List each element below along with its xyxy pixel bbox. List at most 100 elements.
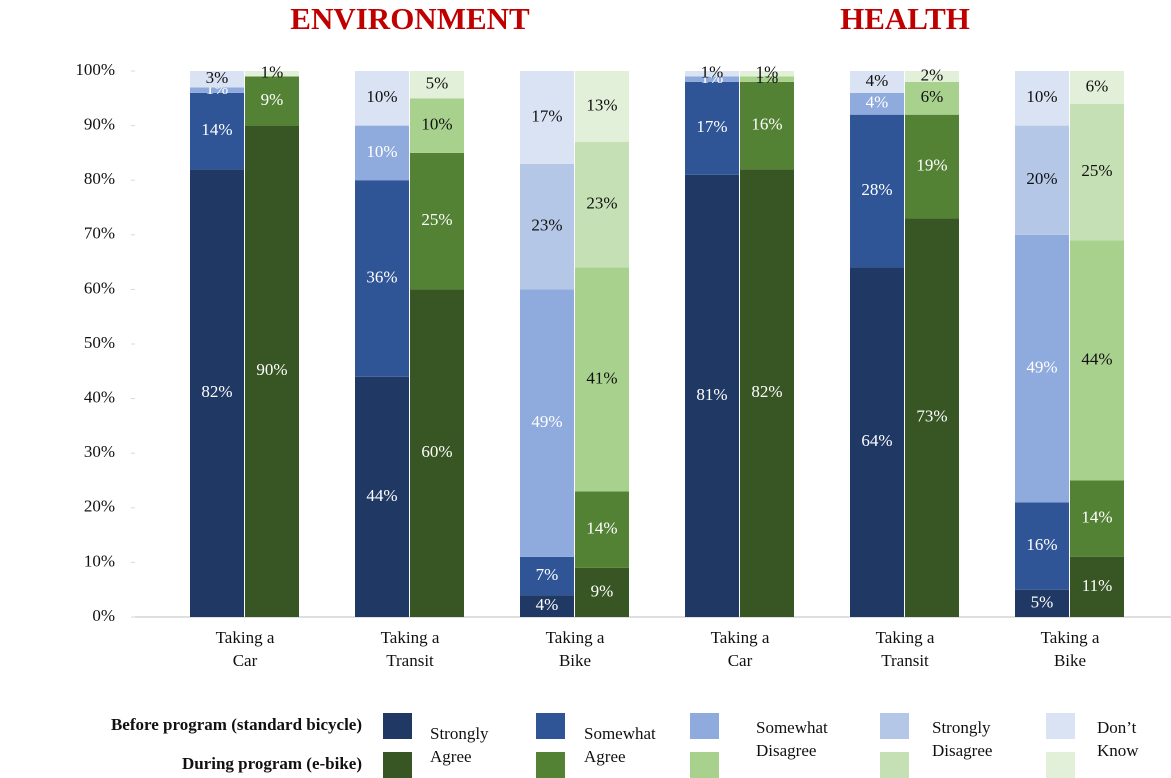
bar-segment (410, 289, 464, 617)
bar-segment (410, 98, 464, 153)
value-label: 6% (921, 87, 944, 106)
value-label: 73% (916, 407, 947, 426)
bar-segment (740, 169, 794, 617)
bar-segment (850, 114, 904, 268)
x-tick-label: Taking a Transit (875, 628, 935, 670)
value-label: 10% (1026, 87, 1057, 106)
value-label: 4% (866, 71, 889, 90)
legend-swatch (536, 713, 565, 739)
bar-segment (1015, 71, 1069, 126)
value-label: 2% (921, 65, 944, 84)
legend-row-label: Before program (standard bicycle) (111, 715, 362, 734)
value-label: 9% (591, 581, 614, 600)
value-label: 13% (586, 95, 617, 114)
value-label: 1% (701, 63, 724, 82)
legend-swatch (690, 752, 719, 778)
bar-segment (355, 180, 409, 377)
x-tick-label: Taking a Bike (1040, 628, 1100, 670)
bar-segment (905, 114, 959, 219)
bar-segment (850, 71, 904, 93)
legend-label: Don’t Know (1097, 718, 1139, 760)
value-label: 23% (531, 216, 562, 235)
bar-segment (905, 71, 959, 82)
value-label: 82% (201, 382, 232, 401)
legend-swatch (880, 713, 909, 739)
value-label: 25% (421, 210, 452, 229)
value-label: 44% (1081, 349, 1112, 368)
bar-segment (740, 76, 794, 82)
legend-swatch (880, 752, 909, 778)
value-label: 14% (201, 120, 232, 139)
bar-segment (575, 141, 629, 268)
bar-segment (190, 169, 244, 617)
bar-segment (190, 71, 244, 88)
value-label: 16% (1026, 535, 1057, 554)
y-tick-label: 50% (84, 333, 115, 352)
value-label: 14% (1081, 508, 1112, 527)
legend-swatch (383, 752, 412, 778)
legend-swatch (383, 713, 412, 739)
bar-segment (905, 81, 959, 115)
bar-segment (685, 76, 739, 82)
y-tick-label: 90% (84, 115, 115, 134)
bar-segment (355, 71, 409, 126)
bar-segment (1070, 240, 1124, 481)
y-tick-label: 30% (84, 442, 115, 461)
panel-title: HEALTH (840, 1, 970, 36)
bar-segment (575, 71, 629, 142)
bar-segment (740, 71, 794, 77)
legend-label: Strongly Disagree (932, 718, 993, 760)
y-tick-label: 20% (84, 497, 115, 516)
value-label: 5% (426, 74, 449, 93)
bar-segment (575, 567, 629, 617)
bar-segment (1070, 480, 1124, 557)
panel-title: ENVIRONMENT (290, 1, 530, 36)
bar-segment (245, 71, 299, 77)
bar-segment (575, 491, 629, 568)
value-label: 28% (861, 180, 892, 199)
value-label: 14% (586, 519, 617, 538)
value-label: 49% (531, 412, 562, 431)
bar-segment (685, 81, 739, 175)
bar-segment (1015, 125, 1069, 235)
bar-segment (245, 125, 299, 617)
value-label: 10% (366, 87, 397, 106)
legend-label: Somewhat Disagree (756, 718, 828, 760)
value-label: 41% (586, 368, 617, 387)
bar-segment (685, 174, 739, 618)
value-label: 60% (421, 442, 452, 461)
bar-segment (850, 92, 904, 115)
value-label: 3% (206, 68, 229, 87)
bar-segment (410, 152, 464, 290)
bar-segment (245, 76, 299, 126)
value-label: 49% (1026, 357, 1057, 376)
x-tick-label: Taking a Car (215, 628, 275, 670)
x-tick-label: Taking a Bike (545, 628, 605, 670)
bar-segment (520, 289, 574, 557)
bar-segment (355, 376, 409, 617)
y-tick-label: 80% (84, 169, 115, 188)
bar-segment (1015, 589, 1069, 617)
bar-segment (355, 125, 409, 181)
bar-segment (850, 267, 904, 617)
x-tick-label: Taking a Transit (380, 628, 440, 670)
bar-segment (410, 71, 464, 99)
value-label: 10% (421, 115, 452, 134)
value-label: 1% (261, 63, 284, 82)
value-label: 25% (1081, 161, 1112, 180)
bar-segment (575, 267, 629, 492)
value-label: 81% (696, 385, 727, 404)
value-label: 4% (866, 93, 889, 112)
y-tick-label: 0% (92, 606, 115, 625)
legend-swatch (690, 713, 719, 739)
bar-segment (740, 81, 794, 170)
value-label: 7% (536, 565, 559, 584)
bar-segment (1070, 556, 1124, 617)
value-label: 4% (536, 595, 559, 614)
bar-segment (190, 92, 244, 170)
value-label: 16% (751, 115, 782, 134)
value-label: 20% (1026, 169, 1057, 188)
x-tick-label: Taking a Car (710, 628, 770, 670)
value-label: 82% (751, 382, 782, 401)
